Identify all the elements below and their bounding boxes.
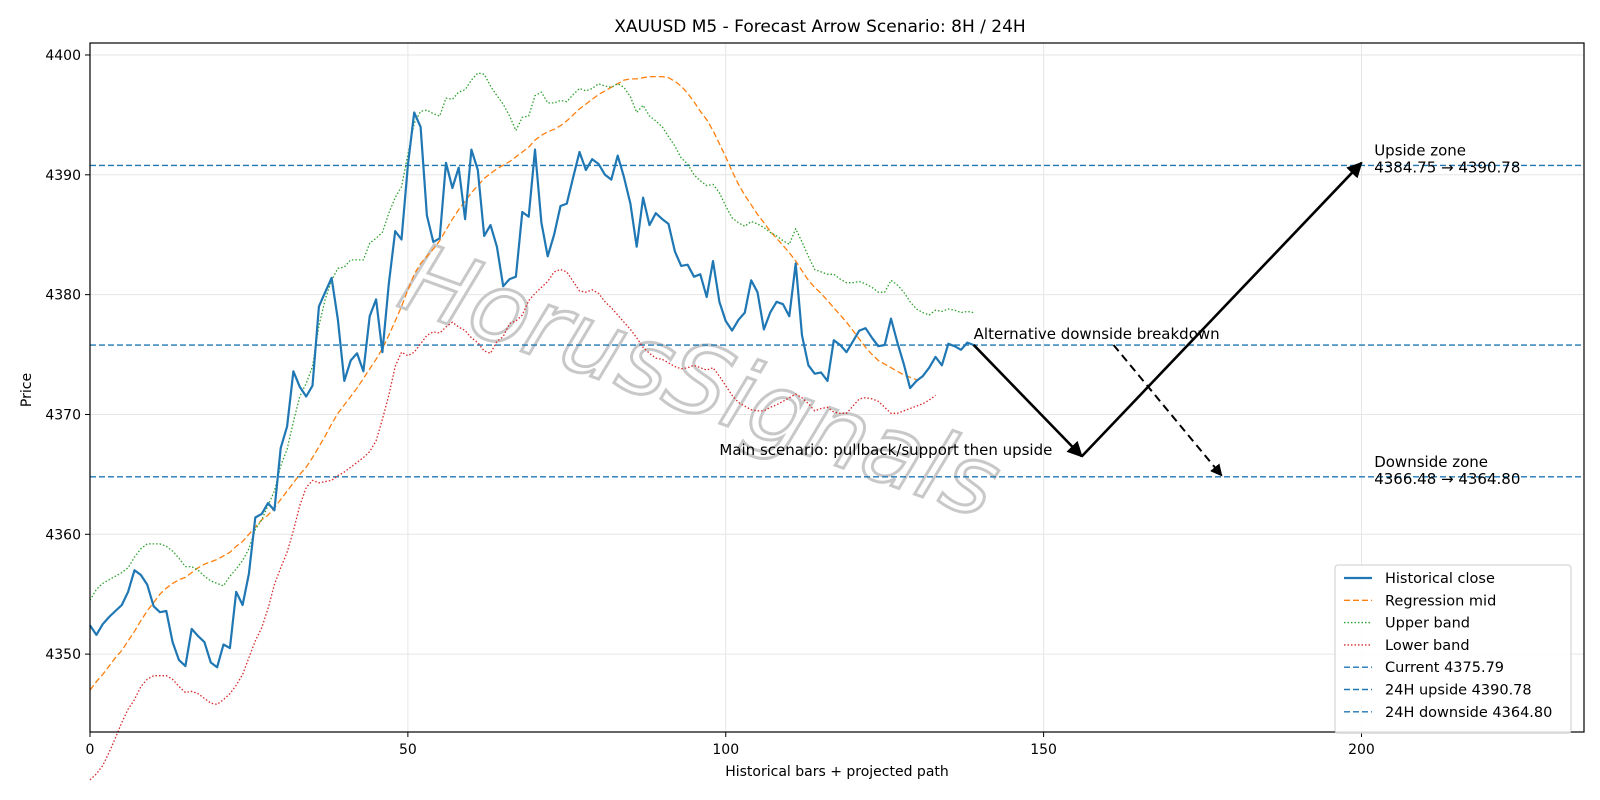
x-tick-label: 0 [86, 742, 95, 758]
legend-label: 24H upside 4390.78 [1385, 683, 1532, 699]
legend-label: Regression mid [1385, 593, 1496, 609]
y-tick-label: 4400 [45, 48, 81, 64]
zone-label-range: 4366.48 → 4364.80 [1374, 470, 1520, 488]
legend-label: Upper band [1385, 616, 1470, 632]
zone-label-title: Upside zone [1374, 142, 1466, 160]
series-lines [89, 72, 975, 781]
legend-box [1334, 564, 1572, 734]
plot-frame [89, 42, 1585, 733]
legend-label: 24H downside 4364.80 [1385, 705, 1552, 721]
chart-title: XAUUSD M5 - Forecast Arrow Scenario: 8H … [614, 17, 1025, 37]
legend-label: Current 4375.79 [1385, 660, 1504, 676]
x-axis-ticks: 0 50 100 150 200 [86, 732, 1375, 758]
watermark: HorusSignals [387, 221, 1014, 540]
series-line [89, 111, 975, 669]
legend-label: Lower band [1385, 638, 1470, 654]
x-axis-title: Historical bars + projected path [725, 764, 949, 780]
zone-label-range: 4384.75 → 4390.78 [1374, 159, 1520, 177]
forecast-arrows [972, 161, 1363, 477]
y-axis-title: Price [19, 373, 35, 407]
y-tick-label: 4370 [45, 407, 81, 423]
y-tick-label: 4360 [45, 527, 81, 543]
y-tick-label: 4350 [45, 647, 81, 663]
legend-label: Historical close [1385, 571, 1495, 587]
reference-lines [90, 164, 1584, 478]
y-tick-label: 4380 [45, 288, 81, 304]
scenario-annotation: Main scenario: pullback/support then ups… [719, 441, 1052, 459]
forecast-arrow [1112, 344, 1223, 477]
legend: Historical close Regression mid Upper band… [1334, 564, 1572, 734]
scenario-annotation: Alternative downside breakdown [974, 325, 1220, 343]
forecast-arrow [1080, 161, 1363, 458]
x-tick-label: 200 [1348, 742, 1375, 758]
x-tick-label: 100 [712, 742, 739, 758]
y-tick-label: 4390 [45, 168, 81, 184]
series-line [89, 72, 974, 601]
annotations: Alternative downside breakdown Main scena… [719, 142, 1520, 489]
x-tick-label: 50 [399, 742, 417, 758]
series-line [89, 75, 917, 691]
zone-label-title: Downside zone [1374, 453, 1488, 471]
y-axis-ticks: 4350 4360 4370 4380 4390 4400 [45, 48, 90, 663]
x-tick-label: 150 [1030, 742, 1057, 758]
forecast-arrow [972, 344, 1083, 458]
